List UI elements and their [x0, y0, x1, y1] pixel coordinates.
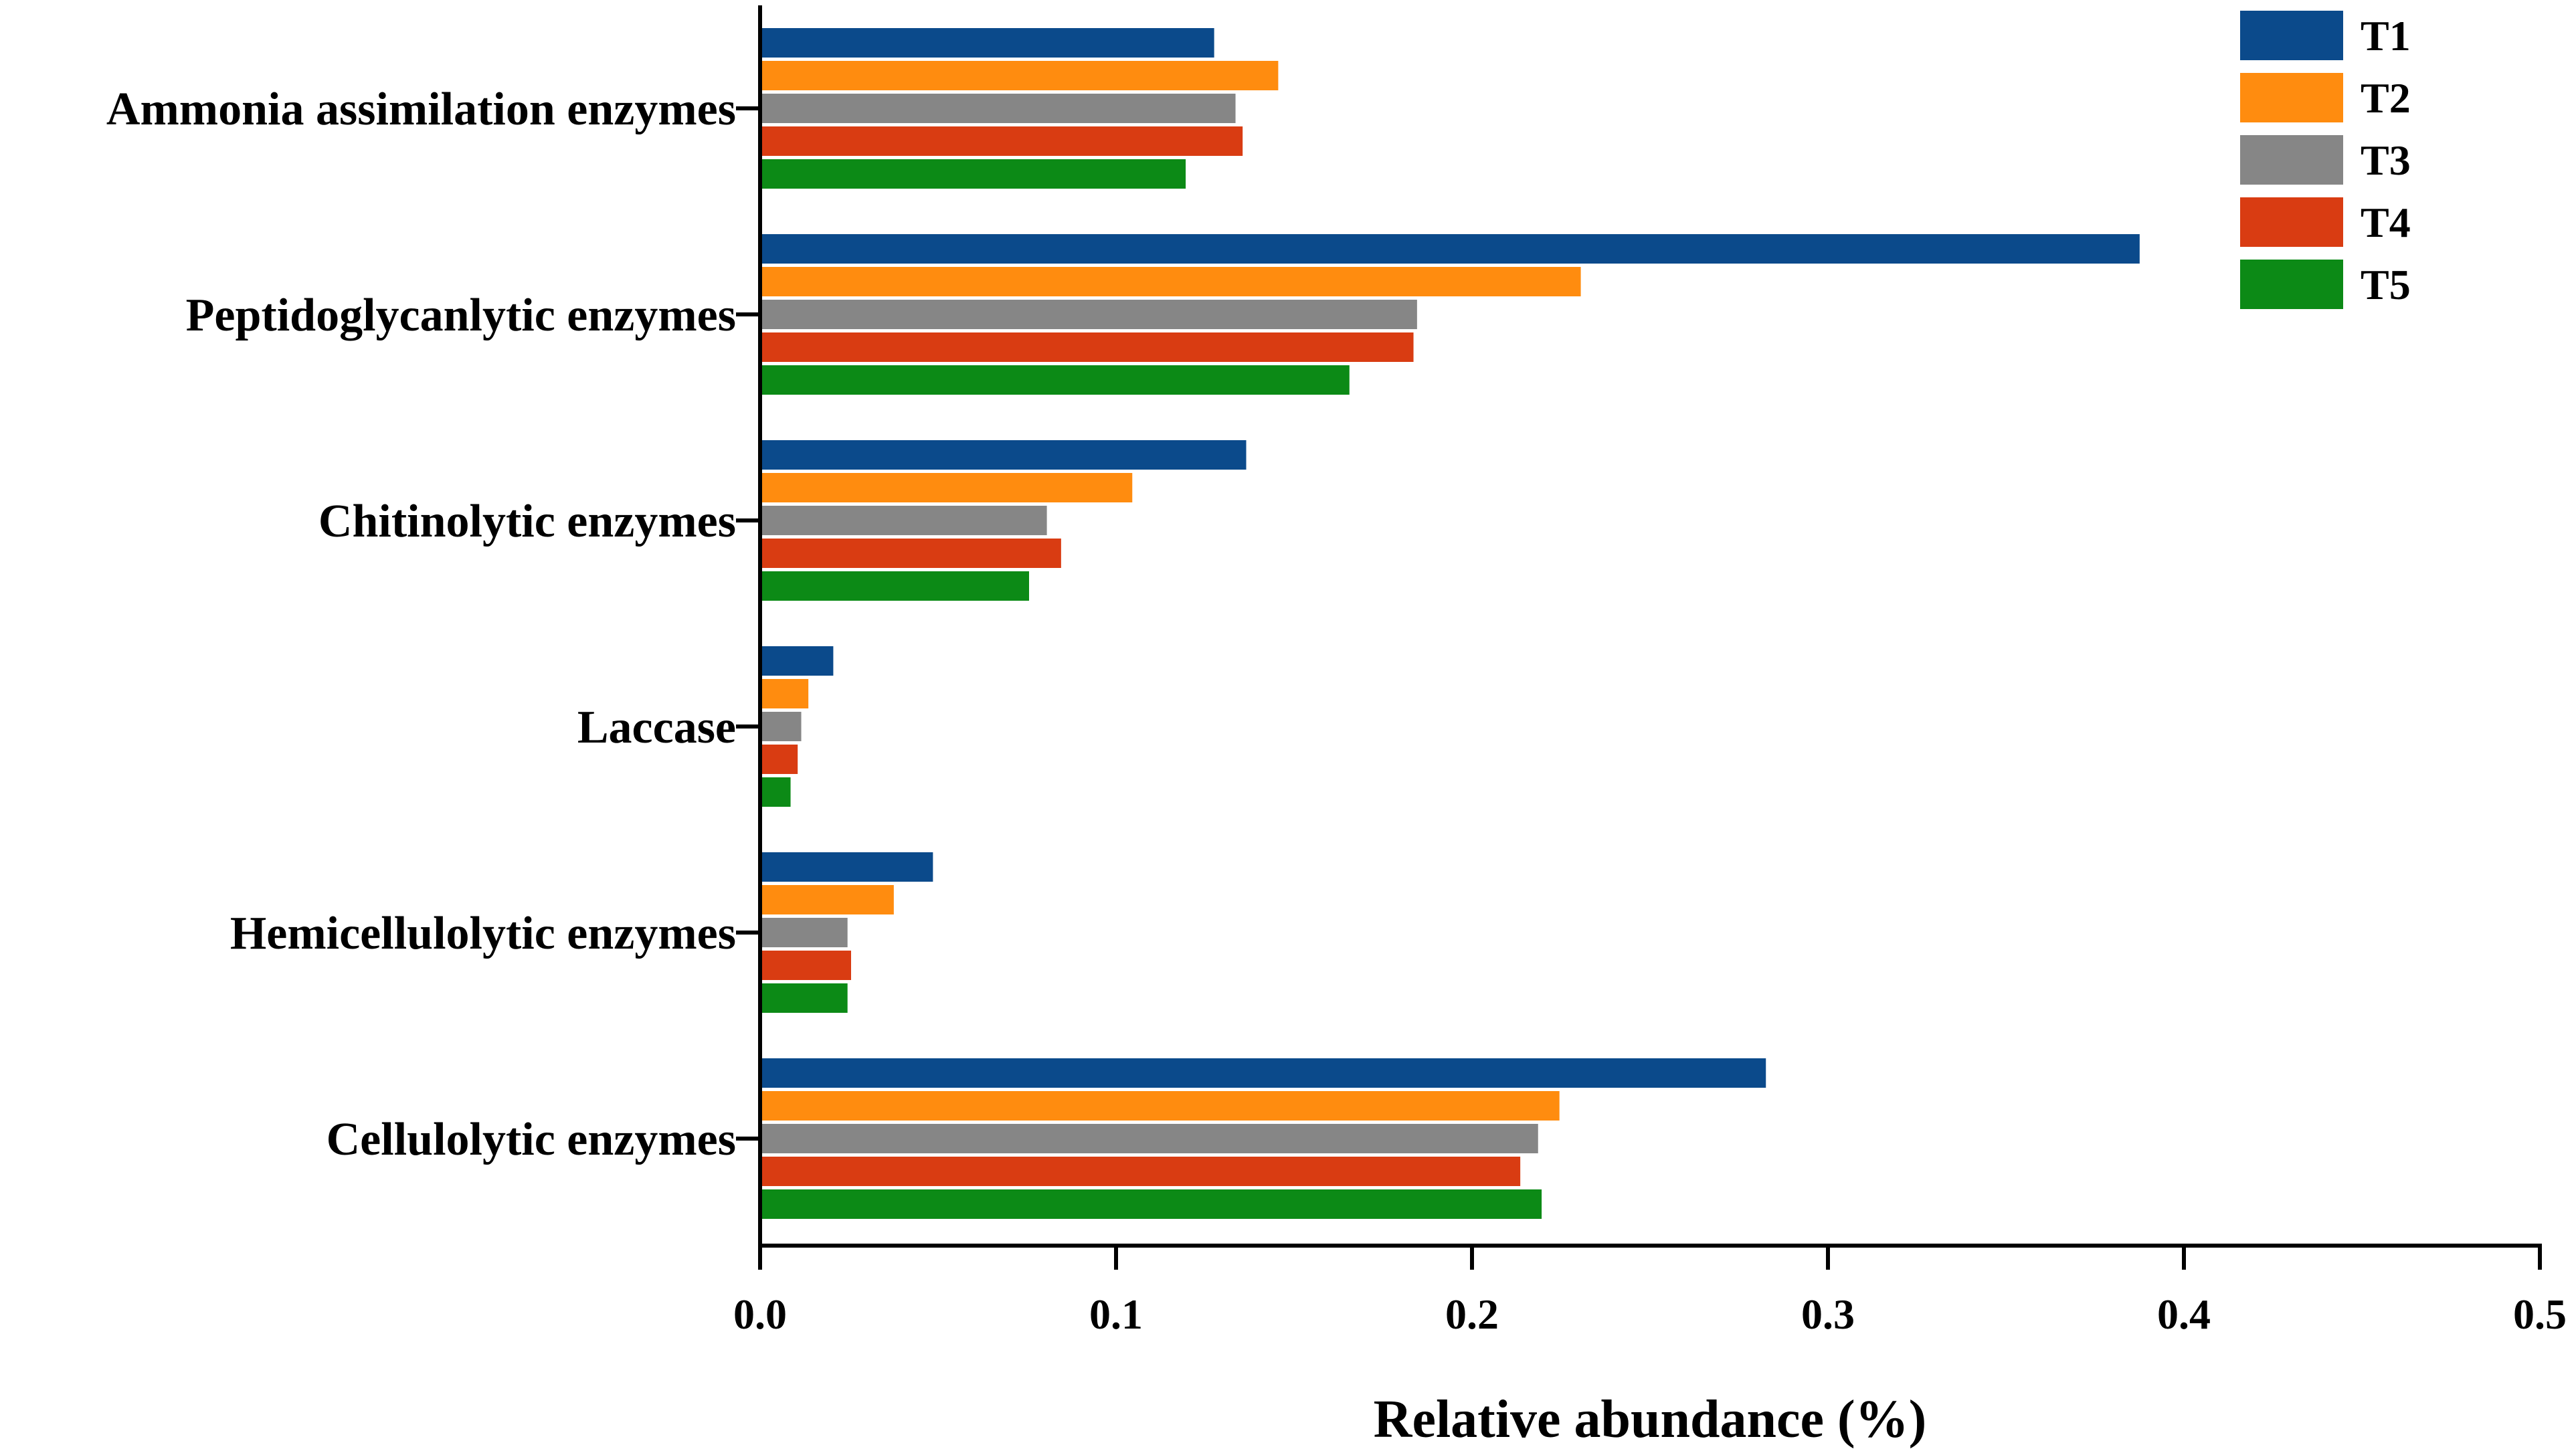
- bar-t3: [762, 918, 848, 947]
- bar-t3: [762, 1124, 1538, 1153]
- bar-t1: [762, 28, 1214, 58]
- legend-label: T3: [2361, 136, 2411, 184]
- category-labels: Ammonia assimilation enzymes Peptidoglyca…: [106, 84, 736, 1165]
- bar-t5: [762, 1189, 1542, 1219]
- bar-t2: [762, 885, 894, 914]
- category-label: Laccase: [577, 702, 736, 753]
- legend-swatch-t2: [2240, 73, 2343, 122]
- category-label: Hemicellulolytic enzymes: [230, 908, 736, 959]
- legend-label: T5: [2361, 261, 2411, 308]
- x-ticks: 0.0 0.1 0.2 0.3 0.4 0.5: [733, 1246, 2567, 1338]
- bar-t5: [762, 983, 848, 1013]
- bar-t5: [762, 365, 1350, 395]
- bar-t4: [762, 745, 798, 774]
- bar-t4: [762, 1157, 1521, 1186]
- bar-t5: [762, 777, 791, 807]
- bar-t3: [762, 506, 1047, 535]
- bar-t2: [762, 61, 1279, 90]
- x-tick-label: 0.2: [1445, 1290, 1499, 1338]
- bar-t2: [762, 1091, 1560, 1121]
- bar-t4: [762, 332, 1414, 362]
- bar-t3: [762, 300, 1417, 329]
- legend-label: T2: [2361, 74, 2411, 122]
- bar-t3: [762, 712, 802, 741]
- category-label: Ammonia assimilation enzymes: [106, 84, 736, 135]
- bar-t1: [762, 1058, 1766, 1088]
- legend: T1 T2 T3 T4 T5: [2240, 11, 2411, 309]
- bar-t4: [762, 951, 851, 980]
- legend-swatch-t3: [2240, 135, 2343, 185]
- bar-t4: [762, 539, 1061, 568]
- axes: [736, 5, 2542, 1248]
- x-tick-label: 0.5: [2513, 1290, 2567, 1338]
- category-label: Cellulolytic enzymes: [327, 1114, 736, 1165]
- legend-swatch-t1: [2240, 11, 2343, 60]
- bars: [762, 28, 2140, 1219]
- bar-t5: [762, 159, 1186, 189]
- legend-label: T4: [2361, 199, 2411, 246]
- bar-t3: [762, 94, 1236, 123]
- x-tick-label: 0.0: [733, 1290, 787, 1338]
- legend-label: T1: [2361, 12, 2411, 60]
- x-tick-label: 0.3: [1801, 1290, 1855, 1338]
- bar-t2: [762, 679, 809, 708]
- bar-t2: [762, 473, 1133, 502]
- category-label: Chitinolytic enzymes: [318, 496, 736, 547]
- bar-t1: [762, 234, 2140, 264]
- bar-t4: [762, 126, 1243, 156]
- bar-t1: [762, 440, 1247, 470]
- bar-t5: [762, 571, 1029, 601]
- x-axis-title: Relative abundance (%): [1374, 1390, 1927, 1449]
- legend-swatch-t4: [2240, 197, 2343, 247]
- bar-t1: [762, 852, 933, 882]
- bar-t2: [762, 267, 1581, 296]
- legend-swatch-t5: [2240, 260, 2343, 309]
- category-label: Peptidoglycanlytic enzymes: [186, 290, 736, 341]
- x-tick-label: 0.4: [2157, 1290, 2211, 1338]
- bar-t1: [762, 646, 834, 676]
- x-tick-label: 0.1: [1089, 1290, 1143, 1338]
